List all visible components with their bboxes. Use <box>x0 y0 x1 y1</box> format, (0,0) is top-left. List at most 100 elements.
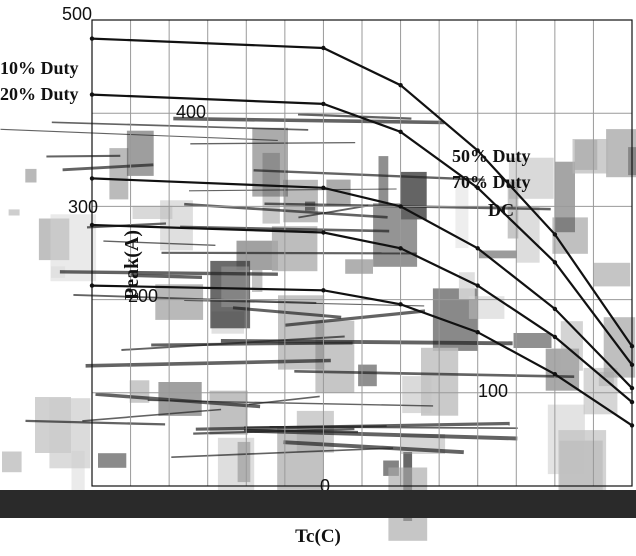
texture-block <box>49 398 91 469</box>
texture-block <box>554 161 575 233</box>
texture-streak <box>151 341 353 347</box>
series-line <box>91 284 633 427</box>
texture-block <box>51 266 66 278</box>
texture-streak <box>147 399 434 407</box>
texture-block <box>278 295 325 370</box>
series-point <box>398 246 403 251</box>
texture-streak <box>173 116 445 125</box>
legend-label: 70% Duty <box>452 172 531 192</box>
series-line <box>91 223 633 403</box>
texture-block <box>345 259 373 274</box>
series-point <box>89 283 95 288</box>
y-tick-label: 400 <box>176 102 206 122</box>
texture-streak <box>171 447 394 459</box>
texture-streak <box>298 204 369 219</box>
texture-streak <box>283 440 464 455</box>
texture-streak <box>129 273 203 279</box>
series-point <box>321 101 326 107</box>
y-tick-labels: 500 400 300 200 100 0 Peak(A) <box>62 4 508 496</box>
legend-label: 50% Duty <box>452 146 531 166</box>
series-point <box>629 399 635 405</box>
x-axis-title: Tc(C) <box>295 526 341 547</box>
series-point <box>89 36 95 41</box>
series-point <box>321 45 326 51</box>
texture-block <box>507 181 519 239</box>
texture-block <box>606 129 636 178</box>
series-point <box>629 423 635 428</box>
series-point <box>89 92 95 97</box>
y-tick-label: 200 <box>128 286 158 306</box>
series-point <box>552 306 558 312</box>
texture-block <box>25 168 37 183</box>
texture-block <box>373 203 418 267</box>
series-point <box>398 129 403 134</box>
texture-streak <box>253 169 485 181</box>
texture-block <box>252 269 263 292</box>
series-line <box>91 177 633 389</box>
texture-streak <box>0 128 278 141</box>
texture-block <box>552 217 588 254</box>
series-point <box>552 372 558 377</box>
y-tick-label: 300 <box>68 197 98 217</box>
texture-streak <box>195 421 510 431</box>
texture-block <box>38 218 70 261</box>
series-point <box>89 222 95 228</box>
texture-block <box>479 250 517 259</box>
series-point <box>552 260 558 265</box>
texture-block <box>547 404 585 475</box>
texture-block <box>516 207 540 263</box>
texture-block <box>271 226 318 272</box>
series-point <box>552 334 558 340</box>
series-point <box>475 330 480 335</box>
series-point <box>398 204 403 209</box>
texture-block <box>572 139 609 174</box>
texture-block <box>402 376 432 414</box>
texture-streak <box>25 419 166 426</box>
texture-streak <box>46 154 121 158</box>
y-tick-label: 500 <box>62 4 92 24</box>
texture-block <box>358 364 377 387</box>
texture-streak <box>285 309 426 327</box>
texture-streak <box>62 163 154 172</box>
series-layer <box>89 36 635 428</box>
legend: 10% Duty 20% Duty 50% Duty 70% Duty DC <box>0 58 531 220</box>
series-point <box>398 83 403 88</box>
texture-streak <box>190 141 356 145</box>
chart-texture <box>0 113 636 541</box>
series-point <box>89 176 95 181</box>
series-point <box>475 283 480 288</box>
legend-label: 10% Duty <box>0 58 79 78</box>
texture-block <box>2 451 22 473</box>
y-axis-title: Peak(A) <box>121 230 143 300</box>
series-point <box>321 288 326 293</box>
plot-frame <box>91 19 633 487</box>
texture-streak <box>121 335 345 351</box>
texture-block <box>593 262 631 287</box>
texture-block <box>513 333 552 348</box>
texture-streak <box>161 251 417 255</box>
series-point <box>552 232 558 237</box>
texture-streak <box>103 240 216 246</box>
x-axis-band <box>0 490 636 518</box>
texture-streak <box>184 299 425 307</box>
texture-streak <box>73 293 317 304</box>
texture-block <box>109 148 129 200</box>
texture-block <box>160 200 193 251</box>
texture-block <box>560 321 583 371</box>
texture-block <box>132 205 173 219</box>
series-point <box>321 230 326 235</box>
texture-streak <box>193 427 355 435</box>
texture-block <box>126 130 154 176</box>
texture-streak <box>297 113 412 120</box>
series-point <box>321 185 326 190</box>
texture-block <box>50 214 97 282</box>
series-line <box>91 93 633 366</box>
series-point <box>629 385 635 391</box>
texture-block <box>315 320 355 393</box>
grid-lines <box>91 19 633 487</box>
texture-block <box>8 209 20 216</box>
texture-block <box>455 175 469 249</box>
texture-block <box>98 453 127 468</box>
y-tick-label: 100 <box>478 381 508 401</box>
